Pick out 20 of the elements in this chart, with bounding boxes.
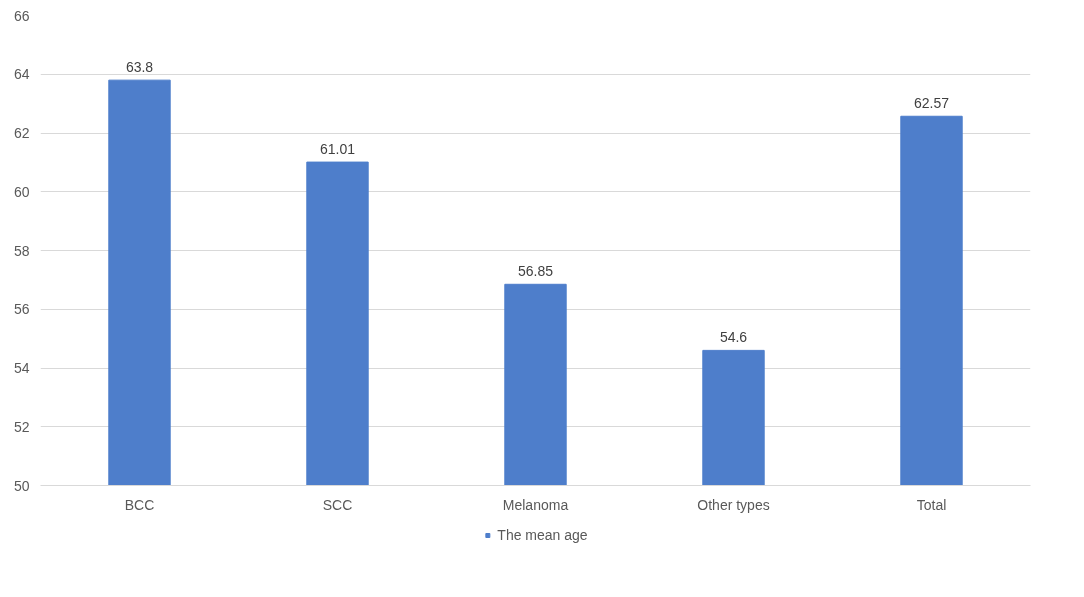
x-tick-label: Other types xyxy=(697,496,770,513)
y-tick-label: 52 xyxy=(13,418,30,435)
data-label: 54.6 xyxy=(719,329,748,346)
legend-label: The mean age xyxy=(497,527,588,543)
data-label: 63.8 xyxy=(125,59,154,76)
x-tick-label: Total xyxy=(916,496,947,513)
y-tick-label: 54 xyxy=(13,360,30,376)
data-label: 62.57 xyxy=(913,95,950,112)
data-label: 56.85 xyxy=(517,263,554,280)
x-tick-label: BCC xyxy=(124,496,155,513)
y-tick-label: 60 xyxy=(13,183,30,200)
x-tick-label: SCC xyxy=(322,496,353,513)
y-tick-label: 62 xyxy=(13,125,30,141)
data-label: 61.01 xyxy=(319,141,356,158)
x-tick-label: Melanoma xyxy=(502,496,569,513)
y-tick-label: 50 xyxy=(13,477,30,494)
y-tick-label: 58 xyxy=(13,242,30,259)
y-tick-label: 66 xyxy=(13,7,30,24)
y-tick-label: 64 xyxy=(13,66,30,83)
y-tick-label: 56 xyxy=(13,301,30,318)
